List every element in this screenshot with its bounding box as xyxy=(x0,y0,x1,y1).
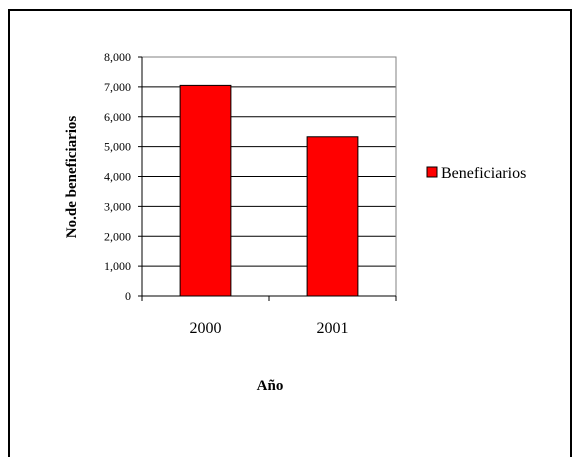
y-axis-ticks: 0 1,000 2,000 3,000 4,000 5,000 6,000 7,000 8,00… xyxy=(104,50,142,303)
bars xyxy=(179,84,359,297)
y-tick-label: 7,000 xyxy=(104,80,131,94)
y-tick-label: 1,000 xyxy=(104,259,131,273)
bar-2001 xyxy=(306,136,359,297)
legend: Beneficiarios xyxy=(426,165,526,182)
y-tick-label: 8,000 xyxy=(104,50,131,64)
legend-label-beneficiarios: Beneficiarios xyxy=(441,165,526,182)
y-tick-label: 5,000 xyxy=(104,140,131,154)
y-tick-label: 2,000 xyxy=(104,229,131,243)
y-tick-label: 0 xyxy=(125,289,131,303)
y-tick-label: 6,000 xyxy=(104,110,131,124)
y-axis-title: No.de beneficiarios xyxy=(64,116,80,239)
legend-swatch-beneficiarios xyxy=(426,166,438,178)
x-tick-label: 2000 xyxy=(190,320,222,337)
y-tick-label: 3,000 xyxy=(104,199,131,213)
x-axis-title: Año xyxy=(257,378,284,394)
x-tick-label: 2001 xyxy=(317,320,349,337)
y-tick-label: 4,000 xyxy=(104,170,131,184)
chart-frame xyxy=(8,9,572,457)
bar-2000 xyxy=(179,84,232,297)
x-axis-ticks: 2000 2001 xyxy=(141,296,397,337)
